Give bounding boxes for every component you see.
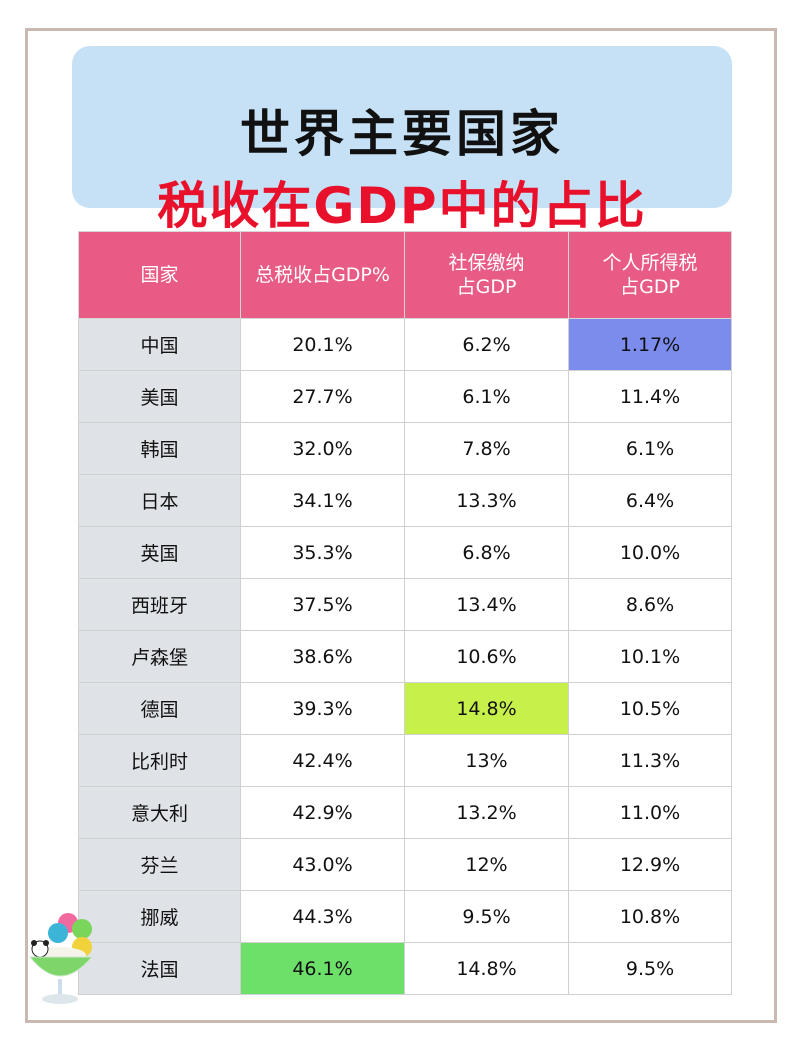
value-cell: 10.0% — [568, 526, 732, 579]
table-row: 韩国 32.0% 7.8% 6.1% — [78, 422, 732, 475]
table-header-row: 国家 总税收占GDP% 社保缴纳 占GDP 个人所得税 占GDP — [78, 231, 732, 319]
value-cell: 42.9% — [240, 786, 405, 839]
country-cell: 美国 — [78, 370, 241, 423]
value-cell: 6.8% — [404, 526, 569, 579]
page-frame — [25, 28, 777, 1023]
table-row: 西班牙 37.5% 13.4% 8.6% — [78, 578, 732, 631]
value-cell: 7.8% — [404, 422, 569, 475]
table-row: 德国 39.3% 14.8% 10.5% — [78, 682, 732, 735]
value-cell: 13.3% — [404, 474, 569, 527]
value-cell: 20.1% — [240, 318, 405, 371]
table-row: 法国 46.1% 14.8% 9.5% — [78, 942, 732, 995]
table-row: 意大利 42.9% 13.2% 11.0% — [78, 786, 732, 839]
value-cell: 11.3% — [568, 734, 732, 787]
column-header-text: 总税收占GDP% — [255, 264, 390, 286]
tax-table: 国家 总税收占GDP% 社保缴纳 占GDP 个人所得税 占GDP 中国 20.1% 6.2% 1… — [78, 231, 732, 995]
value-cell: 38.6% — [240, 630, 405, 683]
column-header-text: 国家 — [140, 264, 179, 286]
table-row: 日本 34.1% 13.3% 6.4% — [78, 474, 732, 527]
value-cell: 6.4% — [568, 474, 732, 527]
title-banner: 世界主要国家 税收在GDP中的占比 — [72, 46, 732, 235]
value-cell: 11.4% — [568, 370, 732, 423]
value-cell: 13.2% — [404, 786, 569, 839]
country-cell: 意大利 — [78, 786, 241, 839]
country-cell: 韩国 — [78, 422, 241, 475]
value-cell: 42.4% — [240, 734, 405, 787]
country-cell: 比利时 — [78, 734, 241, 787]
country-cell: 卢森堡 — [78, 630, 241, 683]
table-row: 比利时 42.4% 13% 11.3% — [78, 734, 732, 787]
column-header-text: 个人所得税 — [602, 252, 698, 274]
value-cell: 37.5% — [240, 578, 405, 631]
value-cell: 10.8% — [568, 890, 732, 943]
value-cell: 39.3% — [240, 682, 405, 735]
value-cell: 13.4% — [404, 578, 569, 631]
value-cell: 10.5% — [568, 682, 732, 735]
value-cell: 27.7% — [240, 370, 405, 423]
country-cell: 德国 — [78, 682, 241, 735]
value-cell: 6.1% — [568, 422, 732, 475]
value-cell: 10.1% — [568, 630, 732, 683]
value-cell: 12.9% — [568, 838, 732, 891]
value-cell: 6.2% — [404, 318, 569, 371]
country-cell: 英国 — [78, 526, 241, 579]
value-cell: 13% — [404, 734, 569, 787]
column-header: 国家 — [78, 231, 241, 319]
country-cell: 芬兰 — [78, 838, 241, 891]
value-cell: 12% — [404, 838, 569, 891]
title-line-2: 税收在GDP中的占比 — [157, 177, 647, 235]
value-cell: 35.3% — [240, 526, 405, 579]
value-cell: 46.1% — [240, 942, 405, 995]
value-cell: 9.5% — [568, 942, 732, 995]
column-header-text: 占GDP — [620, 276, 680, 298]
table-row: 卢森堡 38.6% 10.6% 10.1% — [78, 630, 732, 683]
value-cell: 44.3% — [240, 890, 405, 943]
title-line-1: 世界主要国家 — [240, 105, 564, 163]
country-cell: 日本 — [78, 474, 241, 527]
value-cell: 6.1% — [404, 370, 569, 423]
column-header: 个人所得税 占GDP — [568, 231, 732, 319]
value-cell: 34.1% — [240, 474, 405, 527]
table-row: 英国 35.3% 6.8% 10.0% — [78, 526, 732, 579]
value-cell: 1.17% — [568, 318, 732, 371]
table-row: 中国 20.1% 6.2% 1.17% — [78, 318, 732, 371]
value-cell: 9.5% — [404, 890, 569, 943]
value-cell: 8.6% — [568, 578, 732, 631]
panda-dessert-sticker-icon — [28, 913, 94, 1004]
value-cell: 11.0% — [568, 786, 732, 839]
column-header-text: 社保缴纳 — [448, 252, 525, 274]
value-cell: 14.8% — [404, 682, 569, 735]
value-cell: 14.8% — [404, 942, 569, 995]
column-header-text: 占GDP — [456, 276, 517, 298]
table-row: 美国 27.7% 6.1% 11.4% — [78, 370, 732, 423]
country-cell: 中国 — [78, 318, 241, 371]
value-cell: 43.0% — [240, 838, 405, 891]
table-row: 挪威 44.3% 9.5% 10.8% — [78, 890, 732, 943]
value-cell: 10.6% — [404, 630, 569, 683]
value-cell: 32.0% — [240, 422, 405, 475]
column-header: 总税收占GDP% — [240, 231, 405, 319]
table-row: 芬兰 43.0% 12% 12.9% — [78, 838, 732, 891]
country-cell: 西班牙 — [78, 578, 241, 631]
column-header: 社保缴纳 占GDP — [404, 231, 569, 319]
